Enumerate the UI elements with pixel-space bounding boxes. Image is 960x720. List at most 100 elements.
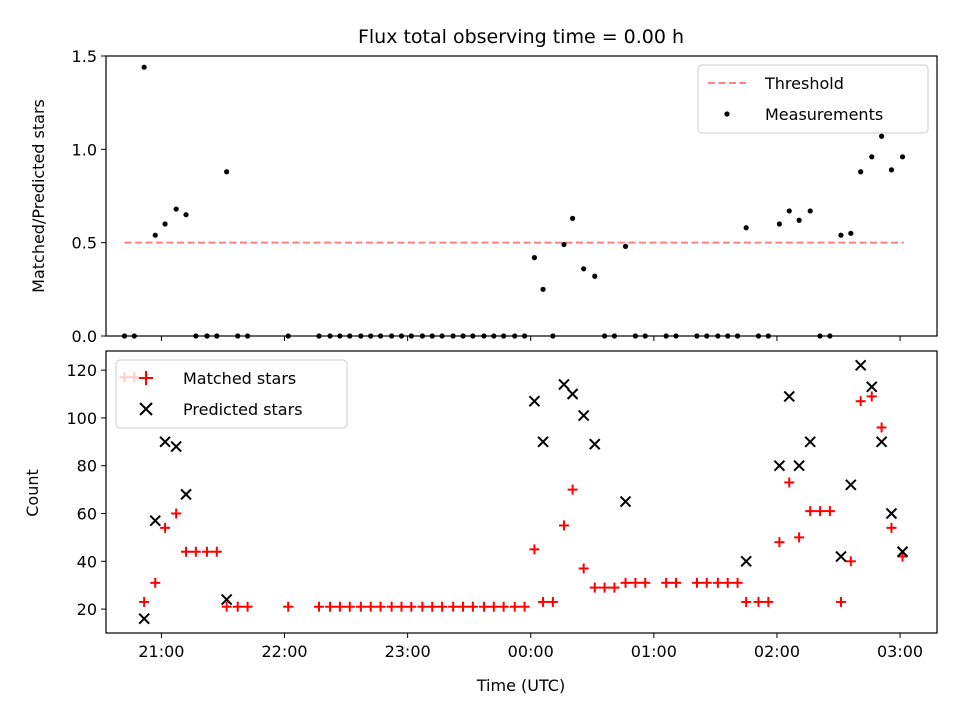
measurement-point <box>224 169 230 175</box>
predicted-star-marker <box>537 436 549 448</box>
measurement-point <box>776 221 783 227</box>
predicted-star-marker <box>566 388 579 400</box>
matched-star-marker <box>620 577 631 588</box>
matched-star-marker <box>325 601 336 612</box>
bottom-x-tick-label: 00:00 <box>508 642 554 661</box>
matched-star-marker <box>824 506 835 517</box>
threshold-legend-label: Threshold <box>764 74 844 93</box>
matched-star-marker <box>181 546 192 557</box>
matched-star-marker <box>488 601 499 612</box>
matched-star-marker <box>547 596 558 607</box>
matched-star-marker <box>242 601 253 612</box>
matched-star-marker <box>211 546 222 557</box>
predicted-star-marker <box>793 460 805 472</box>
matched-star-marker <box>467 601 478 612</box>
matched-star-marker <box>190 546 201 557</box>
measurement-point <box>581 266 587 272</box>
matched-star-marker <box>722 577 733 588</box>
matched-star-marker <box>691 577 702 588</box>
predicted-legend-label: Predicted stars <box>183 400 303 419</box>
predicted-star-marker <box>783 390 795 403</box>
bottom-x-tick-label: 02:00 <box>754 642 800 661</box>
matched-star-marker <box>365 601 376 612</box>
matched-star-marker <box>283 601 294 612</box>
matched-star-marker <box>741 596 752 607</box>
top-y-tick-label: 0.0 <box>72 327 97 346</box>
matched-star-marker <box>417 601 428 612</box>
bottom-y-tick-label: 120 <box>66 361 97 380</box>
top-y-tick-label: 1.5 <box>72 47 97 66</box>
matched-star-marker <box>661 577 672 588</box>
bottom-axes-frame <box>105 350 938 634</box>
predicted-star-marker <box>845 479 857 491</box>
top-axis-ticks: 0.0 0.5 1.0 1.5 <box>72 47 901 346</box>
predicted-star-marker <box>528 395 541 407</box>
matched-star-marker <box>160 522 171 533</box>
matched-star-marker <box>567 484 578 495</box>
measurements-legend-label: Measurements <box>765 105 883 124</box>
bottom-x-tick-label: 23:00 <box>385 642 431 661</box>
matched-star-marker <box>876 422 887 433</box>
bottom-legend-box <box>115 359 348 429</box>
measurement-point <box>848 230 854 236</box>
matched-star-marker <box>344 601 355 612</box>
matched-star-marker <box>355 601 366 612</box>
measurement-point <box>173 206 179 212</box>
matched-star-marker <box>538 596 549 607</box>
measurement-point <box>622 243 629 249</box>
top-y-tick-label: 0.5 <box>72 234 97 253</box>
matched-legend-label: Matched stars <box>183 369 296 388</box>
matched-star-marker <box>630 577 641 588</box>
bottom-y-axis-label: Count <box>23 469 42 517</box>
predicted-star-marker <box>854 359 867 372</box>
measurement-point <box>540 286 546 292</box>
matched-star-marker <box>232 601 243 612</box>
matched-star-marker <box>835 596 846 607</box>
matched-star-marker <box>458 601 469 612</box>
measurement-point <box>183 212 189 218</box>
measurement-point <box>858 169 864 175</box>
matched-star-marker <box>498 601 509 612</box>
matched-star-marker <box>558 520 569 531</box>
predicted-star-marker <box>619 495 632 508</box>
matched-star-marker <box>201 546 212 557</box>
predicted-star-marker <box>159 436 171 448</box>
predicted-star-marker <box>220 593 233 606</box>
matched-star-marker <box>794 532 805 543</box>
matched-star-marker <box>437 601 448 612</box>
matched-star-marker <box>427 601 438 612</box>
top-chart-title: Flux total observing time = 0.00 h <box>358 26 684 48</box>
predicted-star-marker <box>180 488 192 501</box>
matched-star-marker <box>599 582 610 593</box>
x-axis-label: Time (UTC) <box>476 676 565 695</box>
matched-star-marker <box>519 601 530 612</box>
matched-star-marker <box>448 601 459 612</box>
predicted-star-marker <box>866 381 878 393</box>
predicted-legend-swatch <box>139 402 153 416</box>
predicted-star-marker <box>896 546 909 558</box>
matched-star-marker <box>529 544 540 555</box>
predicted-star-marker <box>885 507 898 520</box>
matched-star-marker <box>805 506 816 517</box>
measurement-point <box>152 232 158 238</box>
matched-star-marker <box>753 596 764 607</box>
measurement-point <box>561 241 567 248</box>
matched-star-marker <box>866 391 877 402</box>
measurement-point <box>592 273 598 279</box>
measurement-point <box>743 225 749 231</box>
matched-star-marker <box>784 477 795 488</box>
measurement-point <box>869 154 875 160</box>
measurement-point <box>531 255 538 261</box>
bottom-plot-area <box>119 359 909 625</box>
top-axes-frame <box>105 55 938 337</box>
matched-star-marker <box>375 601 386 612</box>
bottom-y-tick-label: 100 <box>66 409 97 428</box>
bottom-x-tick-label: 21:00 <box>138 642 184 661</box>
predicted-star-marker <box>804 436 816 448</box>
measurement-point <box>899 154 906 160</box>
top-legend-box <box>697 64 929 134</box>
matched-star-marker <box>150 577 161 588</box>
top-y-axis-label: Matched/Predicted stars <box>29 99 48 293</box>
predicted-star-marker <box>170 440 182 453</box>
matched-legend-swatch <box>139 371 153 385</box>
